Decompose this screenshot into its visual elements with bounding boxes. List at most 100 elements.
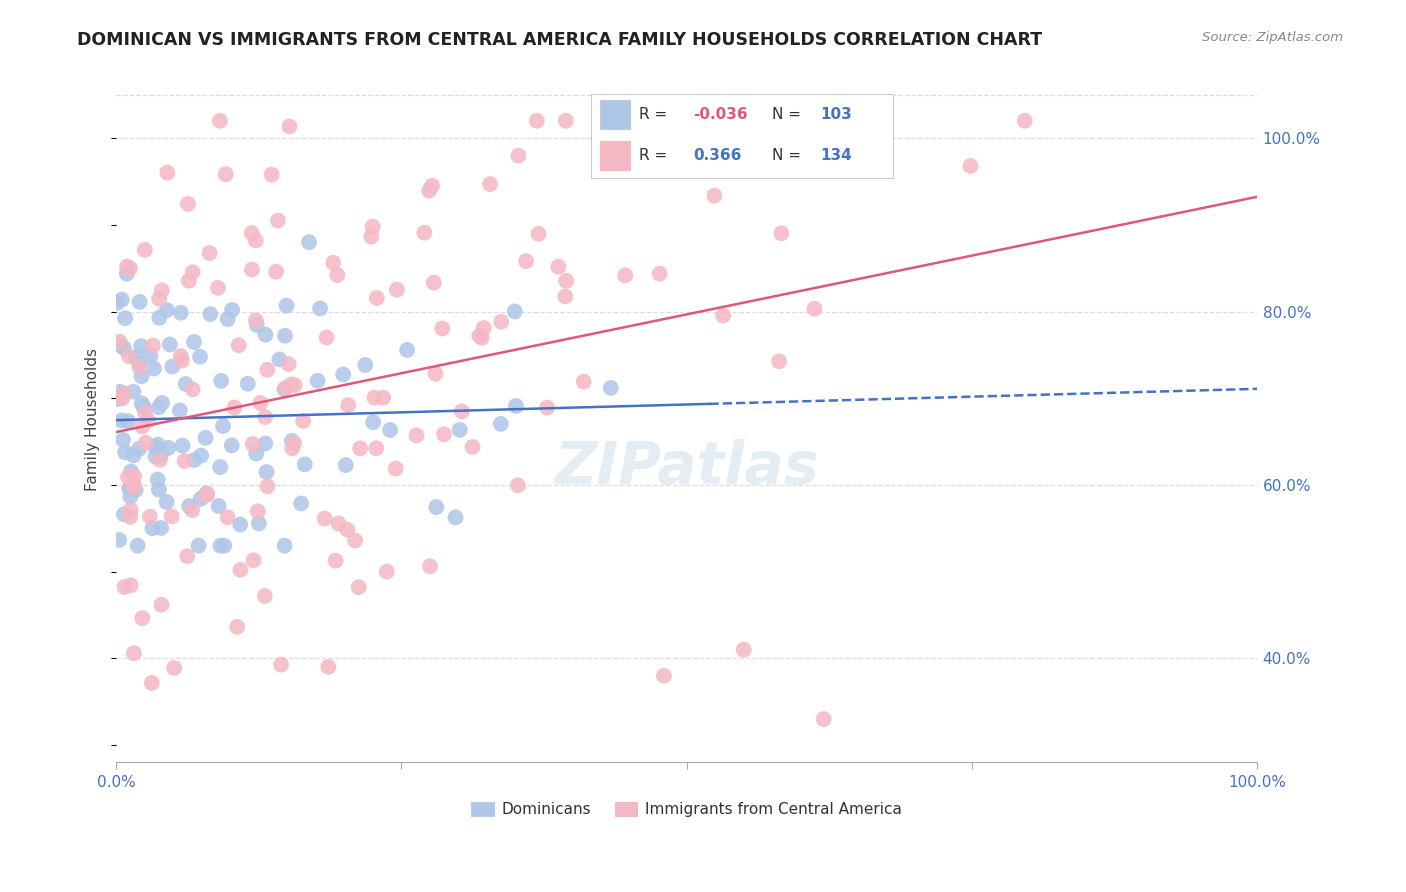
Point <box>423 276 446 290</box>
Point <box>115 260 138 274</box>
Point <box>110 413 132 427</box>
Point <box>273 539 295 553</box>
Point <box>150 521 173 535</box>
Point <box>181 265 204 279</box>
Text: R =: R = <box>638 107 672 122</box>
Point <box>120 464 142 478</box>
Point <box>508 148 530 162</box>
Point <box>375 565 398 579</box>
Point <box>122 477 145 491</box>
Point <box>136 413 159 427</box>
Point <box>652 669 675 683</box>
Point <box>124 483 146 497</box>
Point <box>117 414 139 428</box>
Point <box>149 453 172 467</box>
Point <box>554 113 576 128</box>
Point <box>229 517 252 532</box>
Point <box>131 369 153 384</box>
Text: 0.366: 0.366 <box>693 148 742 163</box>
Point <box>959 159 981 173</box>
Point <box>280 434 302 448</box>
Point <box>278 120 301 134</box>
Point <box>181 382 204 396</box>
Point <box>217 312 239 326</box>
Point <box>176 549 198 564</box>
Point <box>242 437 264 451</box>
Point <box>221 302 243 317</box>
Point <box>733 642 755 657</box>
Point <box>328 516 350 531</box>
Point <box>449 423 471 437</box>
Point <box>163 661 186 675</box>
Point <box>169 403 191 417</box>
Point <box>134 243 156 257</box>
Point <box>240 226 263 240</box>
Point <box>107 392 129 406</box>
Point <box>188 350 211 364</box>
Point <box>118 261 141 276</box>
Point <box>145 450 167 464</box>
Text: 134: 134 <box>820 148 852 163</box>
Point <box>170 353 193 368</box>
Point <box>283 436 305 450</box>
Point <box>177 197 200 211</box>
Point <box>221 438 243 452</box>
Point <box>120 490 142 504</box>
Point <box>122 384 145 399</box>
Point <box>307 374 329 388</box>
Point <box>108 533 131 547</box>
Point <box>146 437 169 451</box>
Text: N =: N = <box>772 107 806 122</box>
Point <box>505 399 527 413</box>
Point <box>768 354 790 368</box>
Point <box>141 676 163 690</box>
Point <box>120 503 142 517</box>
Point <box>135 435 157 450</box>
Point <box>277 357 299 371</box>
Point <box>139 509 162 524</box>
Point <box>195 487 218 501</box>
Point <box>114 445 136 459</box>
Point <box>360 229 382 244</box>
Point <box>344 533 367 548</box>
Point <box>129 339 152 353</box>
Point <box>155 495 177 509</box>
Point <box>433 427 456 442</box>
Point <box>489 417 512 431</box>
Point <box>112 386 135 401</box>
Point <box>190 491 212 506</box>
Point <box>209 374 232 388</box>
Point <box>114 311 136 326</box>
Point <box>195 486 218 500</box>
Point <box>183 334 205 349</box>
Point <box>349 442 371 456</box>
Point <box>194 488 217 502</box>
Point <box>256 363 278 377</box>
Point <box>432 321 454 335</box>
Point <box>614 268 637 283</box>
Point <box>396 343 419 357</box>
Text: N =: N = <box>772 148 806 163</box>
Point <box>599 381 621 395</box>
Point <box>127 539 149 553</box>
Point <box>122 646 145 660</box>
Point <box>111 293 134 307</box>
Point <box>194 431 217 445</box>
Point <box>536 401 558 415</box>
Point <box>281 442 304 456</box>
Point <box>124 351 146 365</box>
Point <box>267 213 290 227</box>
Point <box>118 482 141 496</box>
Point <box>276 299 298 313</box>
Point <box>105 296 128 310</box>
Point <box>150 598 173 612</box>
Point <box>131 419 153 434</box>
Point <box>363 391 385 405</box>
Point <box>413 226 436 240</box>
Point <box>183 453 205 467</box>
Point <box>270 657 292 672</box>
Point <box>142 361 165 376</box>
Point <box>461 440 484 454</box>
Point <box>120 480 142 494</box>
Point <box>145 441 167 455</box>
